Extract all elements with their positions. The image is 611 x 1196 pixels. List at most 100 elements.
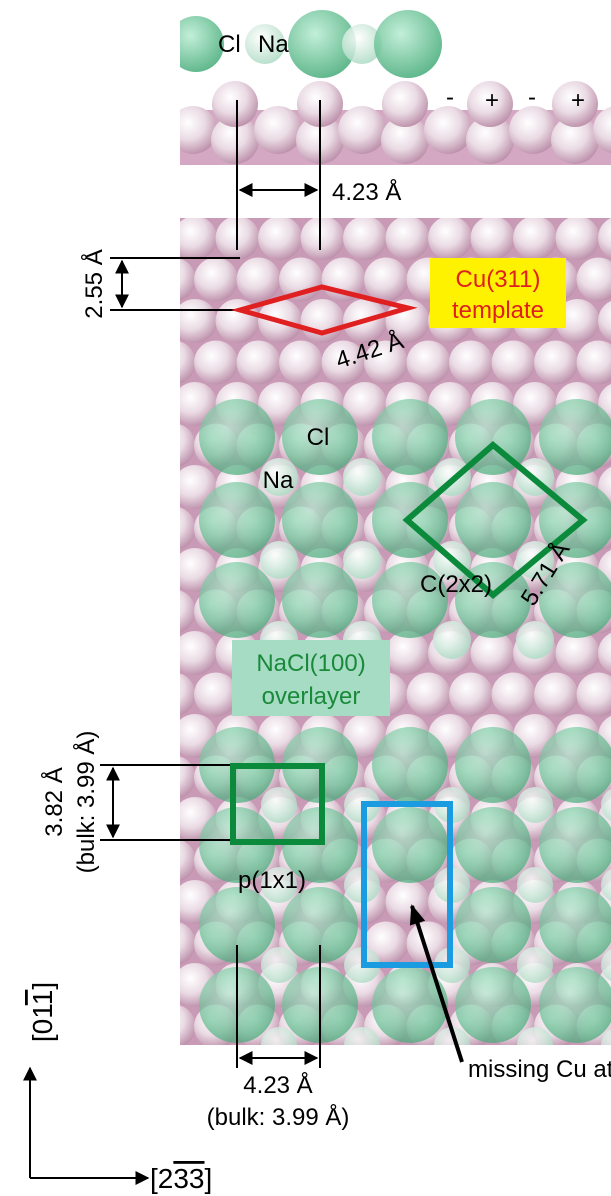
na-atom xyxy=(344,1027,380,1063)
cell-label: p(1x1) xyxy=(238,867,306,894)
na-atom xyxy=(343,458,381,496)
cu-atom xyxy=(152,424,196,468)
cl-atom xyxy=(199,562,275,638)
cl-atom xyxy=(455,887,531,963)
cu-atom xyxy=(492,673,536,717)
template-label: template xyxy=(452,297,544,324)
axis-label-part: [2 xyxy=(150,1163,173,1194)
cl-atom xyxy=(455,807,531,883)
cu-atom xyxy=(131,548,175,592)
cu-atom xyxy=(343,216,387,260)
cu-atom xyxy=(492,341,536,385)
defect-label: missing Cu atom xyxy=(468,1056,611,1083)
cu-atom xyxy=(449,341,493,385)
overlayer-label: NaCl(100) xyxy=(256,650,365,677)
axis-label-part: 1 xyxy=(27,990,58,1006)
figure: Cl Na - + - + 4.23 Å 2.55 Å Cu(311) temp… xyxy=(0,0,611,1196)
na-atom xyxy=(516,621,554,659)
cu-atom xyxy=(509,106,557,154)
side-label: Na xyxy=(258,31,289,58)
cu-atom xyxy=(301,299,345,343)
dimension-label: 3.82 Å xyxy=(40,767,68,836)
cu-atom xyxy=(364,258,408,302)
cu-atom xyxy=(254,106,302,154)
cu-atom xyxy=(169,106,217,154)
cu-atom xyxy=(428,216,472,260)
cl-atom xyxy=(455,727,531,803)
charge: + xyxy=(571,87,585,114)
cu-atom xyxy=(513,216,557,260)
cu-atom xyxy=(534,673,578,717)
axis-label-part: [01 xyxy=(27,1004,58,1042)
cl-atom xyxy=(372,727,448,803)
dimension-label: (bulk: 3.99 Å) xyxy=(207,1103,350,1131)
na-atom xyxy=(517,867,553,903)
atom-label: Cl xyxy=(307,424,330,451)
cl-atom xyxy=(455,967,531,1043)
cu-atom xyxy=(131,299,175,343)
cl-atom xyxy=(199,399,275,475)
cell-label: C(2x2) xyxy=(420,571,492,598)
overlayer-label: overlayer xyxy=(262,683,361,710)
cu-atom xyxy=(131,880,175,924)
cu-atom xyxy=(424,106,472,154)
cu-atom xyxy=(173,631,217,675)
dimension-label: 2.55 Å xyxy=(80,249,108,318)
cu-atom xyxy=(237,341,281,385)
cu-atom xyxy=(386,1046,430,1090)
cu-atom xyxy=(338,106,386,154)
cl-atom xyxy=(455,482,531,558)
dimension-label: 4.23 Å xyxy=(243,1071,312,1099)
na-atom xyxy=(517,787,553,823)
cu-atom xyxy=(152,590,196,634)
template-label: Cu(311) xyxy=(456,266,541,293)
axis-label-part: ] xyxy=(205,1163,213,1194)
dimension-label: 4.23 Å xyxy=(332,178,401,206)
cu-atom xyxy=(152,922,196,966)
cu-atom xyxy=(152,507,196,551)
cu-atom xyxy=(428,1046,472,1090)
axis-label: [233] xyxy=(150,1163,212,1194)
axis-label-part: 33 xyxy=(173,1163,204,1194)
cu-atom xyxy=(131,797,175,841)
cu-atom xyxy=(279,341,323,385)
cl-atom xyxy=(372,807,448,883)
cu-atom xyxy=(131,216,175,260)
cl-atom xyxy=(168,16,224,72)
cu-atom xyxy=(131,631,175,675)
cu-atom xyxy=(386,880,430,924)
cu-atom xyxy=(556,216,600,260)
na-atom xyxy=(343,541,381,579)
cu-atom xyxy=(173,299,217,343)
cu-atom xyxy=(258,216,302,260)
cu-atom xyxy=(152,839,196,883)
cl-atom xyxy=(282,482,358,558)
cl-atom xyxy=(282,562,358,638)
cu-atom xyxy=(343,1046,387,1090)
cu-atom xyxy=(194,673,238,717)
cu-atom xyxy=(131,382,175,426)
cu-atom xyxy=(386,216,430,260)
cu-atom xyxy=(471,216,515,260)
cu-atom xyxy=(131,714,175,758)
na-atom xyxy=(261,947,297,983)
side-label: Cl xyxy=(218,31,241,58)
cu-atom xyxy=(131,963,175,1007)
cu-atom xyxy=(407,673,451,717)
axis-label-part: ] xyxy=(27,982,58,990)
axis-label: [011] xyxy=(27,982,58,1042)
cu-atom xyxy=(152,258,196,302)
cu-atom xyxy=(131,465,175,509)
cu-atom xyxy=(407,341,451,385)
cu-atom xyxy=(152,1005,196,1049)
charge: + xyxy=(485,87,499,114)
cu-atom xyxy=(194,341,238,385)
cu-atom xyxy=(152,756,196,800)
cu-atom xyxy=(194,258,238,302)
cl-atom xyxy=(374,10,442,78)
na-atom xyxy=(260,541,298,579)
cu-atom xyxy=(173,1046,217,1090)
na-atom xyxy=(517,947,553,983)
cu-atom xyxy=(131,1046,175,1090)
dimension-label: (bulk: 3.99 Å) xyxy=(72,731,100,874)
